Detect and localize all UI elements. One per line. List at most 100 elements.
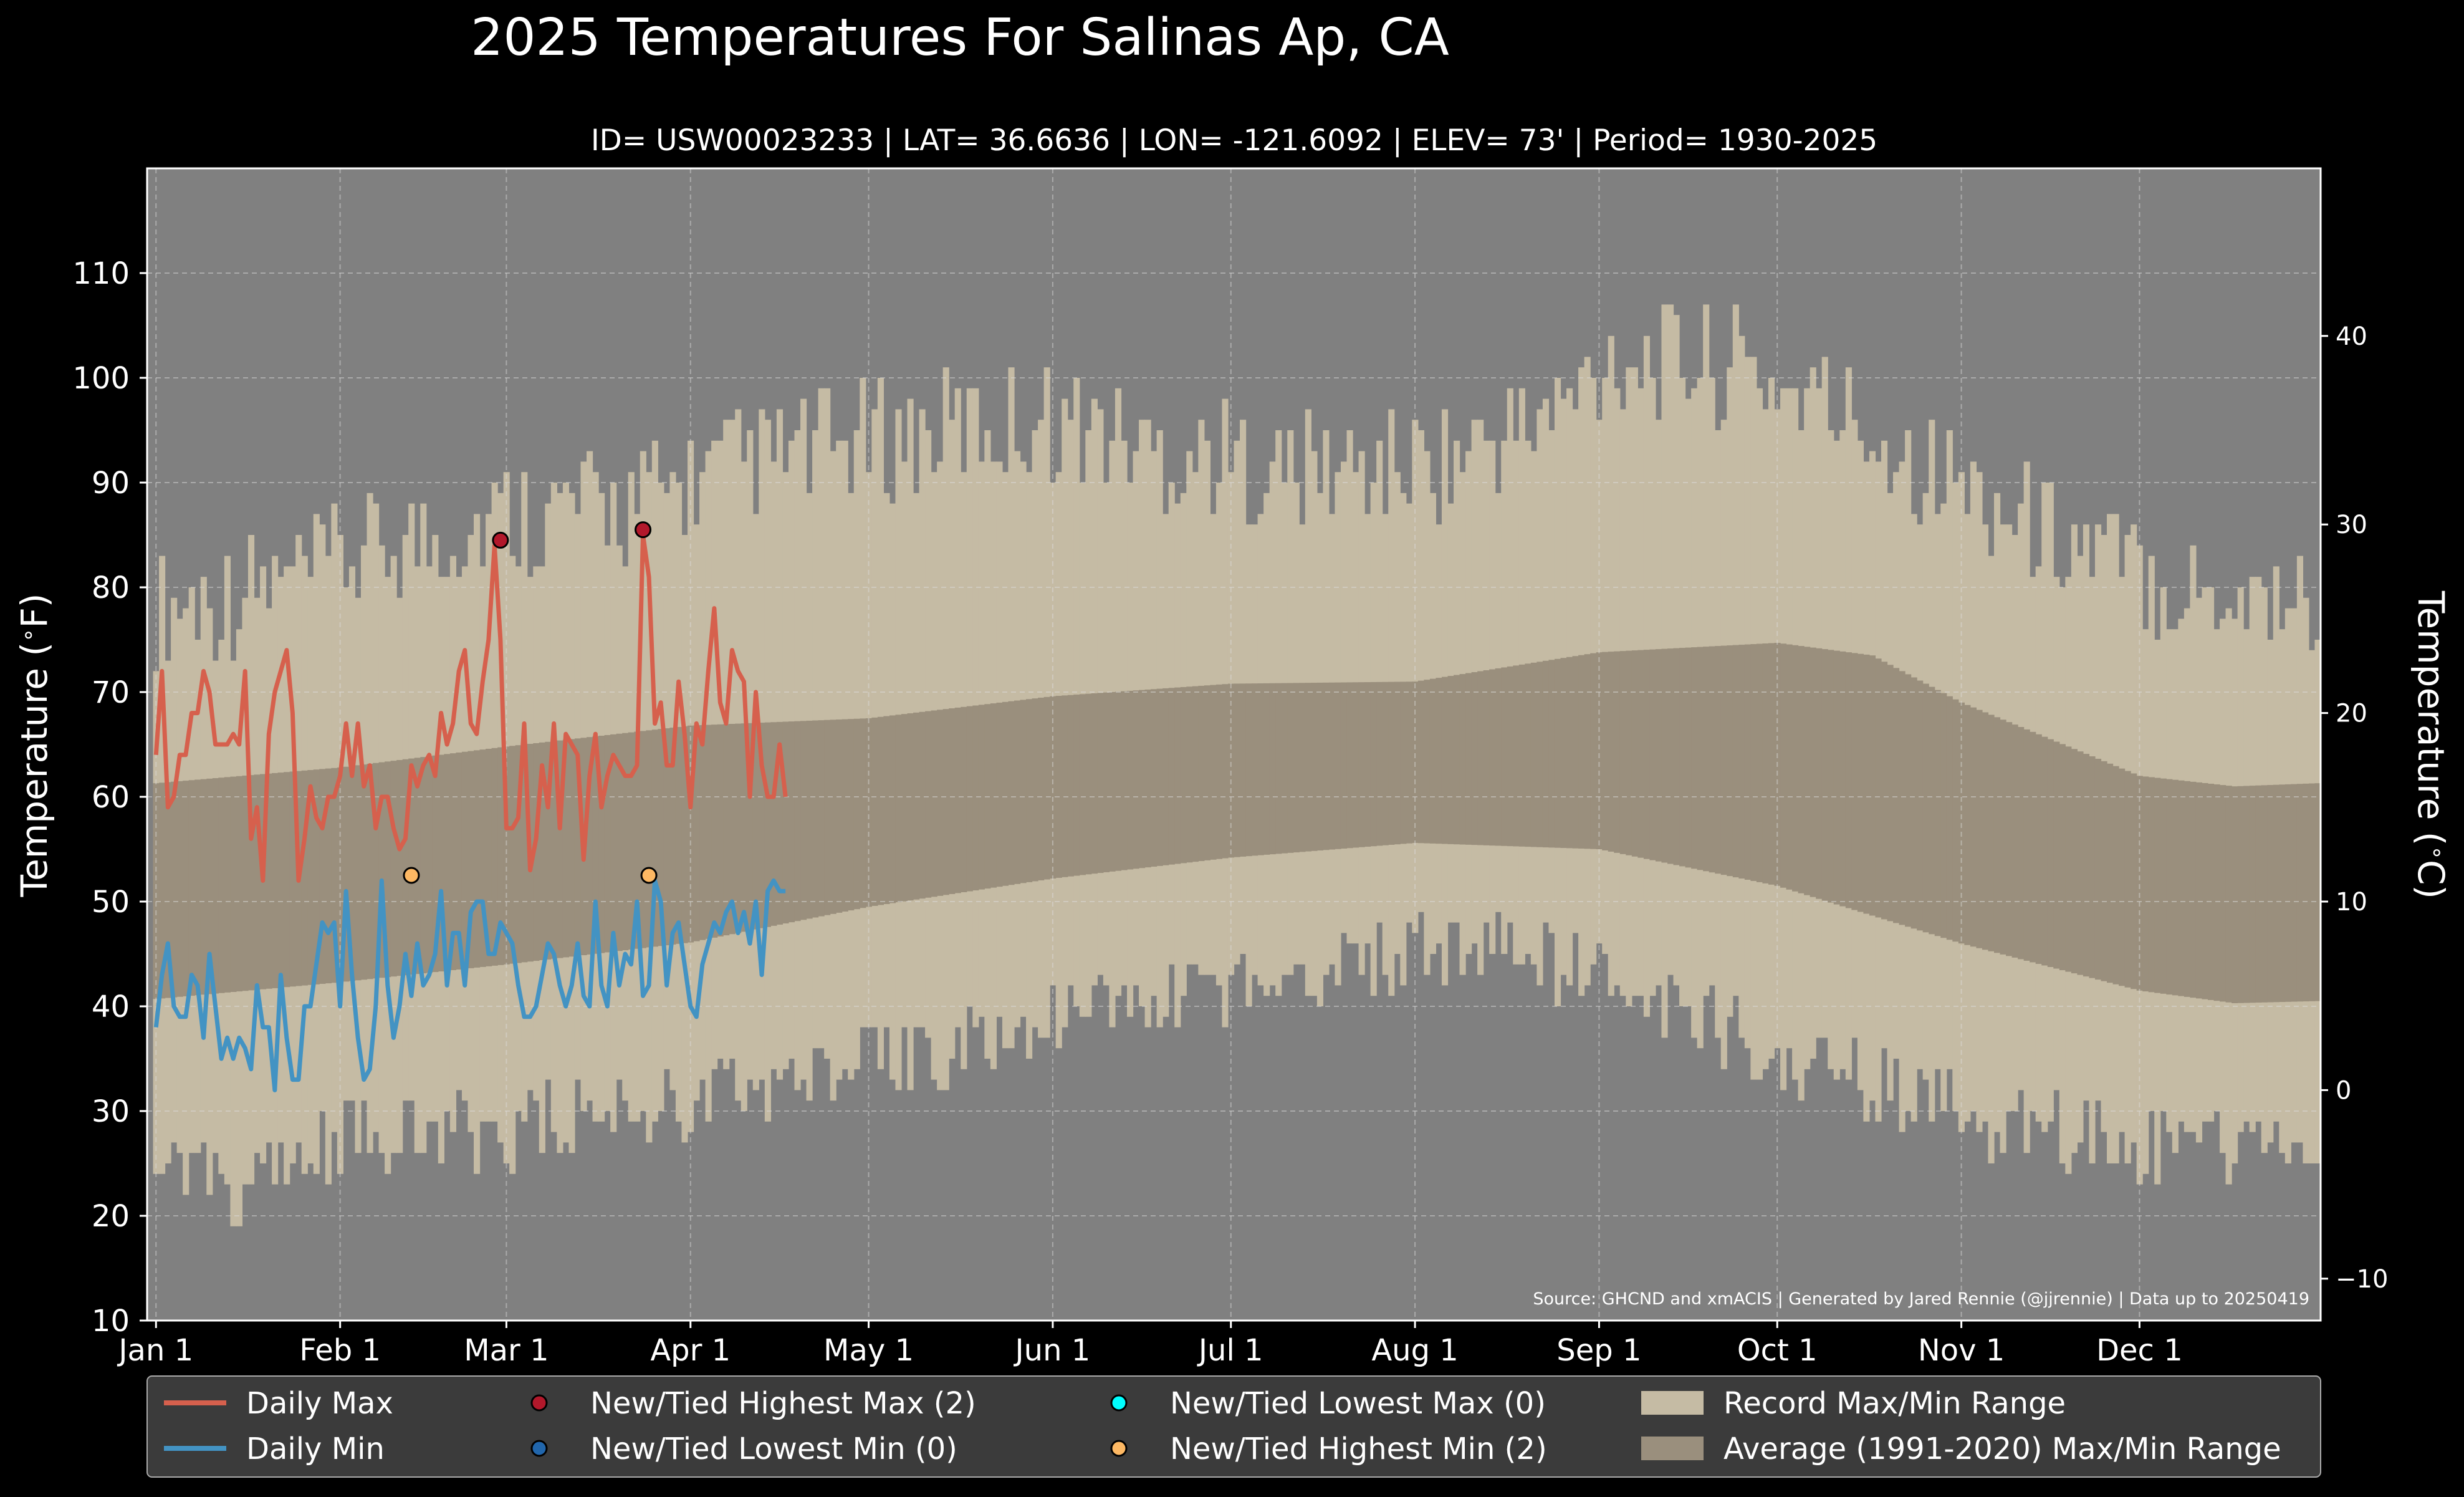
normal-range-bar <box>1353 682 1359 848</box>
normal-range-bar <box>1144 689 1151 868</box>
normal-range-bar <box>1566 657 1573 849</box>
normal-range-bar <box>1893 668 1900 923</box>
normal-range-bar <box>1275 683 1282 854</box>
x-tick-label: Jun 1 <box>1014 1333 1091 1368</box>
normal-range-bar <box>1578 655 1585 849</box>
normal-range-bar <box>693 725 700 941</box>
x-tick-label: Oct 1 <box>1737 1333 1818 1368</box>
normal-range-bar <box>337 767 344 983</box>
normal-range-bar <box>1946 696 1953 940</box>
normal-range-bar <box>456 752 463 970</box>
normal-range-bar <box>2232 786 2238 1003</box>
normal-range-bar <box>194 779 201 996</box>
x-tick-label: Dec 1 <box>2096 1333 2183 1368</box>
normal-range-bar <box>1186 686 1193 863</box>
record-range-bar <box>1073 378 1080 1006</box>
normal-range-bar <box>1786 644 1793 890</box>
normal-range-bar <box>634 731 641 949</box>
normal-range-bar <box>1744 644 1751 880</box>
normal-range-bar <box>1922 683 1929 933</box>
normal-range-bar <box>794 721 801 922</box>
normal-range-bar <box>1720 645 1727 875</box>
normal-range-bar <box>289 771 296 987</box>
normal-range-bar <box>2202 782 2208 999</box>
normal-range-bar <box>949 708 956 894</box>
normal-range-bar <box>467 751 474 968</box>
normal-range-bar <box>1014 700 1021 884</box>
normal-range-bar <box>360 764 368 980</box>
normal-range-bar <box>1697 647 1704 870</box>
normal-range-bar <box>2243 786 2250 1003</box>
normal-range-bar <box>188 780 195 996</box>
normal-range-bar <box>1127 690 1134 870</box>
normal-range-bar <box>1958 702 1965 944</box>
normal-range-bar <box>378 762 385 978</box>
normal-range-bar <box>438 754 444 972</box>
normal-range-bar <box>2119 768 2126 986</box>
y-right-tick-label: −10 <box>2336 1265 2388 1294</box>
normal-range-bar <box>1845 652 1852 908</box>
normal-range-bar <box>491 748 498 966</box>
normal-range-bar <box>1364 682 1371 847</box>
x-tick-label: Nov 1 <box>1918 1333 2005 1368</box>
normal-range-bar <box>1970 707 1977 947</box>
legend-label: New/Tied Lowest Min (0) <box>590 1432 957 1466</box>
normal-range-bar <box>1774 643 1781 886</box>
normal-range-bar <box>2023 729 2030 961</box>
y-tick-label: 60 <box>92 780 130 815</box>
record-range-bar <box>1376 440 1383 923</box>
normal-range-bar <box>2059 744 2066 971</box>
legend-label: New/Tied Highest Max (2) <box>590 1386 976 1421</box>
normal-range-bar <box>2136 776 2143 991</box>
normal-range-bar <box>1299 683 1306 852</box>
normal-range-bar <box>1293 683 1300 853</box>
legend: Daily Max New/Tied Highest Max (2) New/Tie… <box>146 1375 2321 1478</box>
y-right-tick-label: 0 <box>2336 1076 2351 1105</box>
normal-range-bar <box>1554 658 1561 848</box>
normal-range-bar <box>313 769 320 984</box>
normal-range-bar <box>663 728 671 946</box>
normal-range-bar <box>1637 650 1644 858</box>
normal-range-bar <box>1501 667 1508 846</box>
normal-range-bar <box>1602 652 1609 850</box>
normal-range-bar <box>533 743 540 961</box>
normal-range-bar <box>1115 691 1122 871</box>
normal-range-bar <box>2131 773 2137 989</box>
record-range-bar <box>966 388 973 1006</box>
legend-label: Record Max/Min Range <box>1723 1386 2066 1421</box>
normal-range-bar <box>1910 677 1917 929</box>
normal-range-bar <box>699 724 706 940</box>
normal-range-bar <box>1982 712 1989 950</box>
y-tick-label: 110 <box>72 256 130 291</box>
normal-range-bar <box>1032 698 1038 882</box>
normal-range-bar <box>1020 700 1027 883</box>
normal-range-bar <box>426 756 433 973</box>
normal-range-bar <box>681 726 688 943</box>
normal-range-bar <box>1477 671 1484 845</box>
normal-range-bar <box>1643 650 1651 859</box>
legend-patch-swatch <box>1641 1437 1704 1460</box>
normal-range-bar <box>200 779 207 995</box>
normal-range-bar <box>2094 758 2102 980</box>
normal-range-bar <box>1323 682 1330 850</box>
normal-range-bar <box>2053 741 2060 969</box>
plot-area <box>146 167 2322 1322</box>
normal-range-bar <box>818 720 825 917</box>
y-tick-label: 80 <box>92 570 130 605</box>
chart-subtitle: ID= USW00023233 | LAT= 36.6636 | LON= -1… <box>591 123 1877 158</box>
normal-range-bar <box>853 718 860 910</box>
normal-range-bar <box>1530 662 1537 847</box>
normal-range-bar <box>1887 665 1894 922</box>
normal-range-bar <box>1655 649 1662 862</box>
normal-range-bar <box>1905 674 1912 927</box>
normal-range-bar <box>1536 662 1543 847</box>
normal-range-bar <box>1976 710 1983 948</box>
x-tick-label: Mar 1 <box>464 1333 549 1368</box>
normal-range-bar <box>1649 649 1656 860</box>
normal-range-bar <box>1156 688 1163 866</box>
normal-range-bar <box>1679 648 1686 867</box>
normal-range-bar <box>587 737 593 955</box>
normal-range-bar <box>550 741 557 959</box>
legend-dot-swatch <box>1110 1394 1128 1412</box>
daily-max-line <box>153 532 788 883</box>
